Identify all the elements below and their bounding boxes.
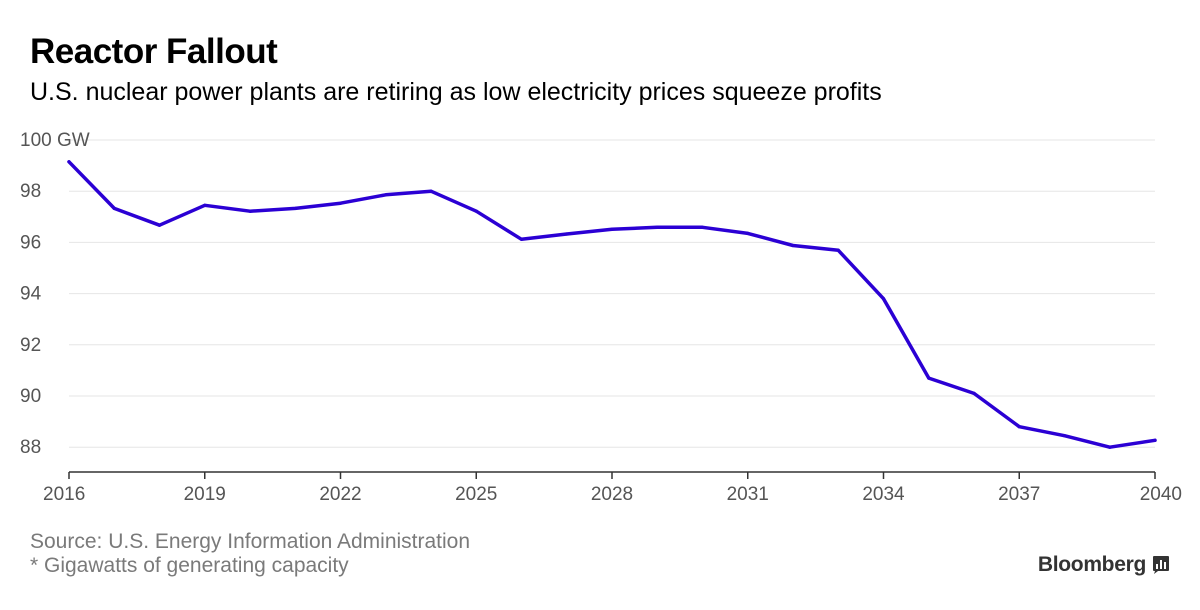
y-tick-label-100: 100 GW bbox=[20, 130, 90, 151]
bloomberg-terminal-icon bbox=[1153, 556, 1169, 574]
data-point-2034 bbox=[881, 297, 886, 301]
data-point-2033 bbox=[836, 248, 840, 252]
y-tick-label-88: 88 bbox=[20, 437, 41, 458]
x-tick-label-2034: 2034 bbox=[862, 484, 905, 505]
data-point-2038 bbox=[1062, 434, 1067, 438]
data-point-2035 bbox=[927, 376, 931, 380]
brand-logo: Bloomberg bbox=[1038, 553, 1170, 577]
data-point-2031 bbox=[746, 231, 750, 235]
tick-labels: 100 GW 98 96 94 92 90 88 2016 2019 2022 2025 2028 20… bbox=[20, 130, 1182, 505]
x-tick-label-2040: 2040 bbox=[1140, 484, 1182, 505]
data-point-2037 bbox=[1017, 425, 1021, 429]
x-tick-label-2019: 2019 bbox=[184, 484, 226, 505]
y-tick-label-90: 90 bbox=[20, 386, 41, 407]
data-point-2021 bbox=[293, 206, 297, 210]
data-point-2018 bbox=[157, 223, 162, 227]
data-point-2024 bbox=[429, 189, 433, 193]
data-point-2028 bbox=[610, 227, 614, 231]
chart-title: Reactor Fallout bbox=[30, 32, 278, 71]
x-tick-label-2025: 2025 bbox=[455, 484, 497, 505]
data-point-2026 bbox=[519, 237, 524, 241]
data-point-2019 bbox=[203, 203, 207, 207]
source-note: Source: U.S. Energy Information Administ… bbox=[30, 530, 471, 553]
data-point-2023 bbox=[384, 193, 388, 197]
data-point-2022 bbox=[338, 201, 343, 205]
series-layer bbox=[67, 160, 1157, 449]
brand-name: Bloomberg bbox=[1037, 553, 1146, 576]
data-point-2017 bbox=[112, 206, 116, 210]
data-point-2016 bbox=[67, 160, 71, 164]
y-tick-label-92: 92 bbox=[20, 335, 41, 356]
y-tick-label-98: 98 bbox=[20, 181, 41, 202]
gridlines bbox=[69, 139, 1155, 448]
y-tick-label-94: 94 bbox=[20, 284, 42, 305]
data-point-2039 bbox=[1108, 445, 1112, 449]
data-point-2040 bbox=[1153, 438, 1157, 442]
data-point-2020 bbox=[248, 209, 252, 213]
y-tick-label-96: 96 bbox=[20, 232, 41, 253]
series-line-0 bbox=[67, 160, 1157, 449]
x-tick-label-2022: 2022 bbox=[319, 484, 361, 505]
data-point-2027 bbox=[565, 232, 569, 236]
x-axis bbox=[68, 471, 1156, 479]
data-point-2036 bbox=[972, 391, 976, 395]
data-point-2032 bbox=[791, 243, 795, 248]
line-chart: 100 GW 98 96 94 92 90 88 2016 2019 2022 2025 2028 20… bbox=[20, 130, 1182, 505]
x-tick-label-2031: 2031 bbox=[727, 484, 769, 505]
x-tick-label-2028: 2028 bbox=[591, 484, 633, 505]
footnote: * Gigawatts of generating capacity bbox=[30, 554, 349, 577]
data-point-2029 bbox=[655, 225, 659, 229]
data-point-2030 bbox=[700, 225, 705, 229]
data-point-2025 bbox=[474, 209, 478, 213]
x-tick-label-2037: 2037 bbox=[998, 484, 1040, 505]
chart-subtitle: U.S. nuclear power plants are retiring a… bbox=[30, 78, 882, 106]
x-tick-label-2016: 2016 bbox=[43, 484, 85, 505]
